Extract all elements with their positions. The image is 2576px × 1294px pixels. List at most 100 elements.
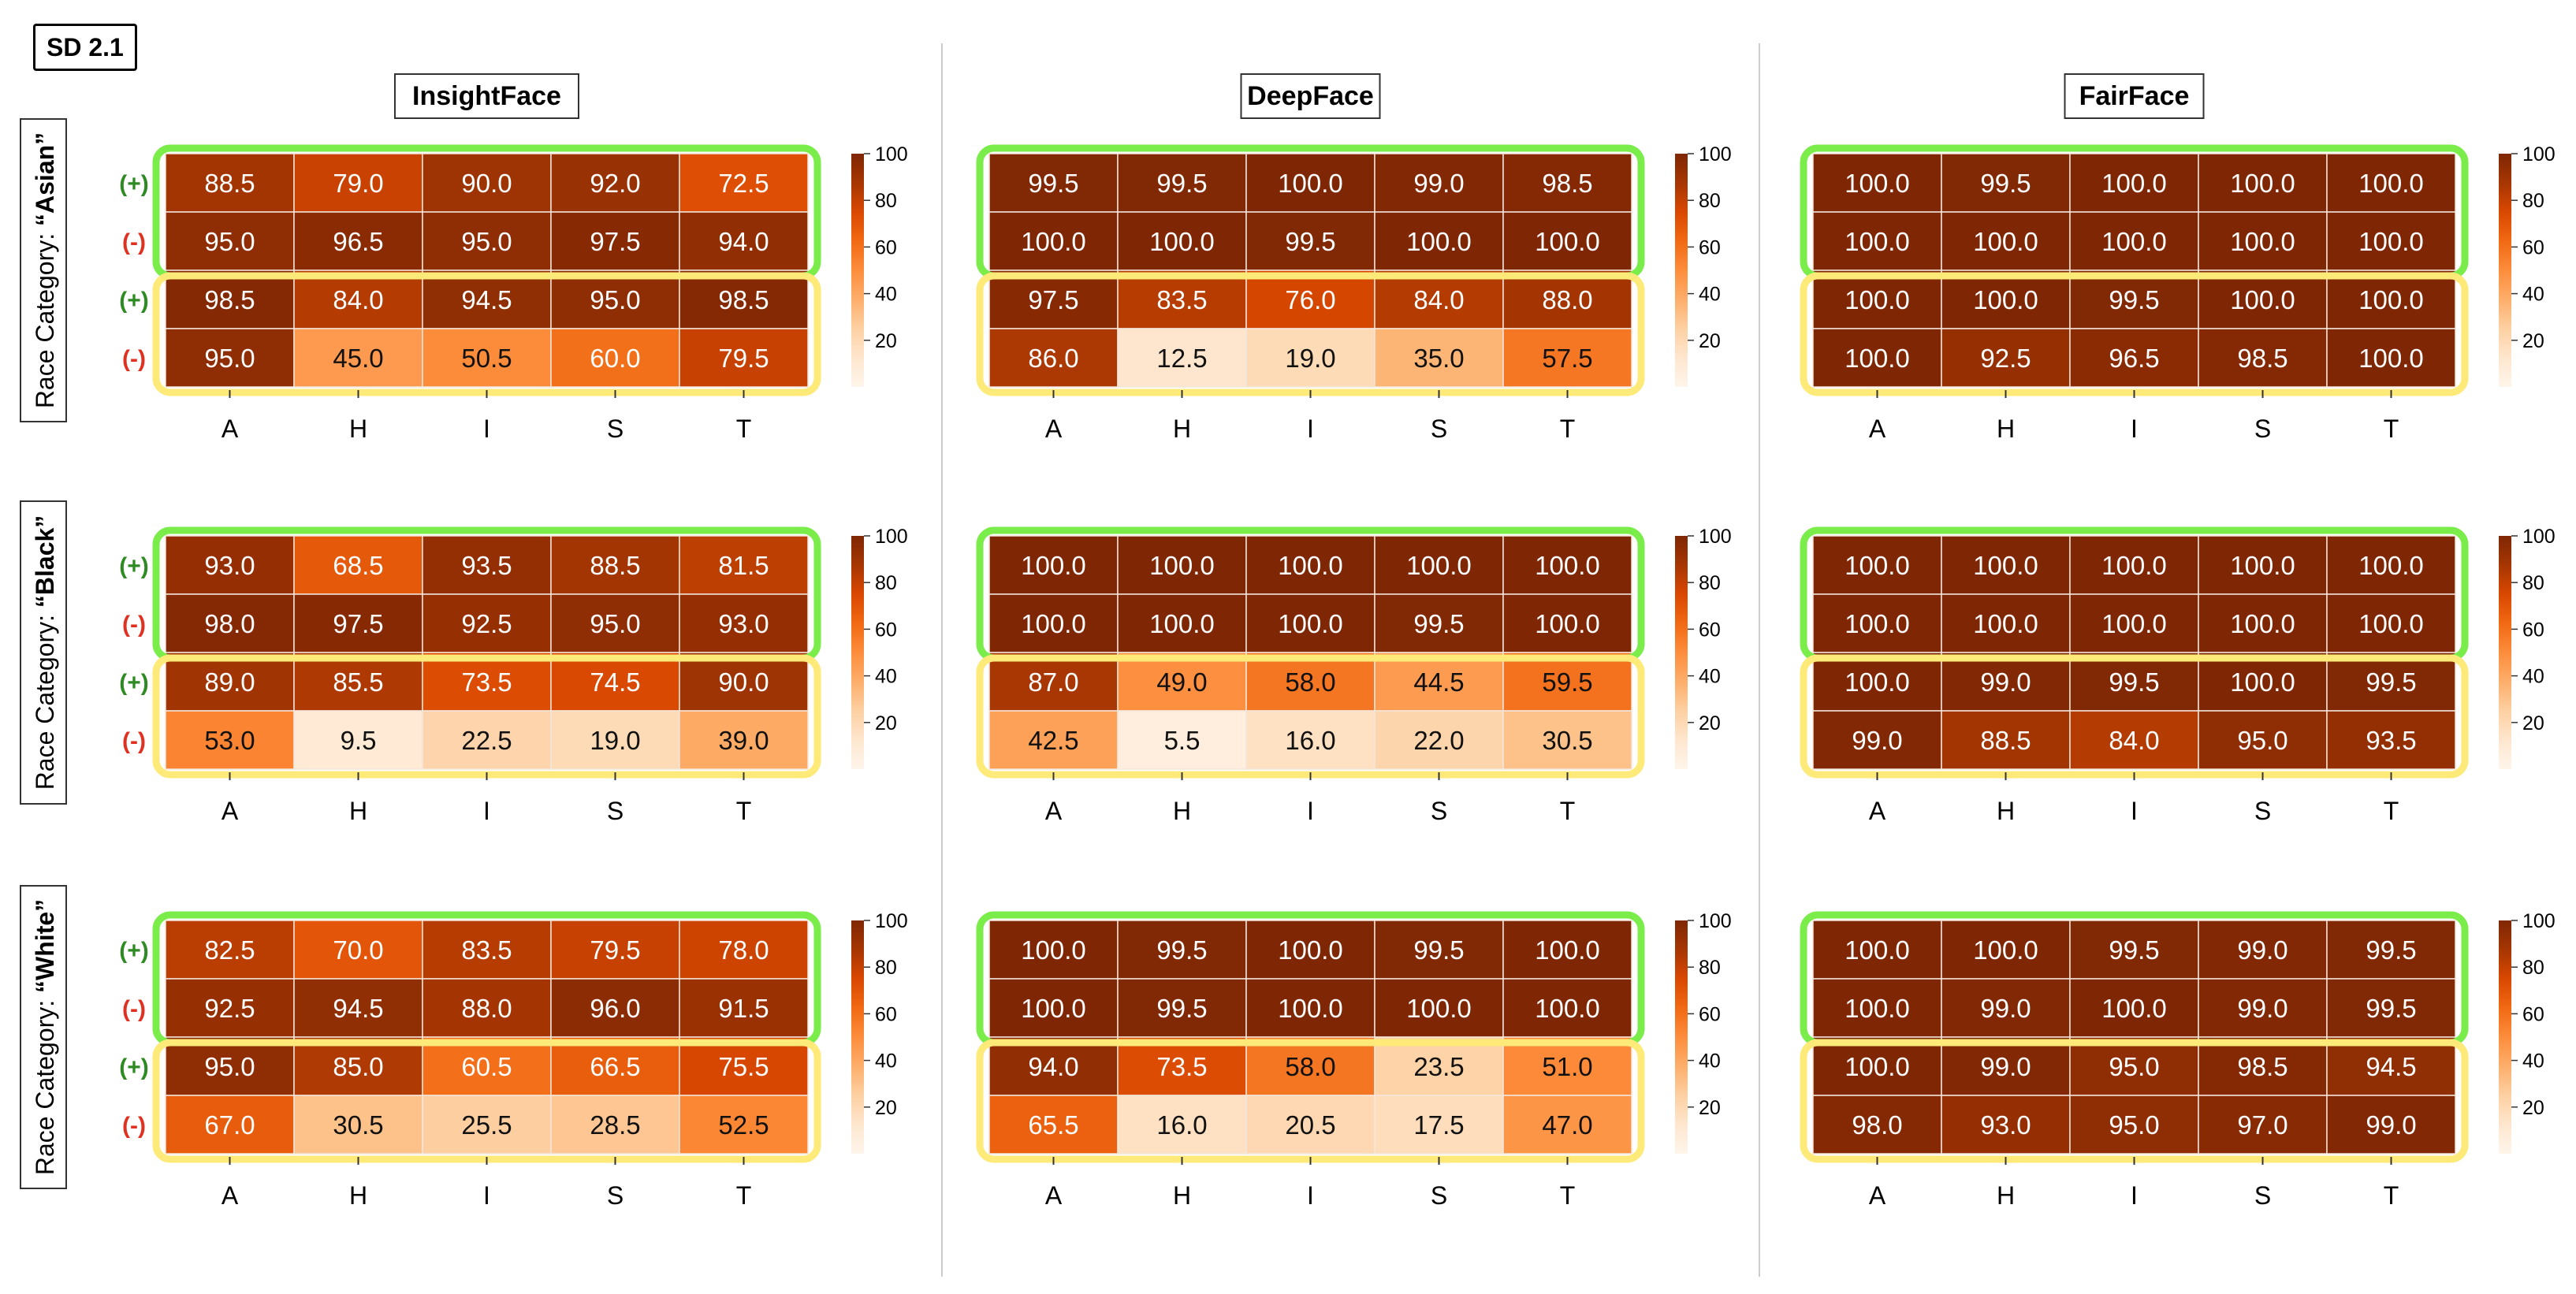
cell-value-label: 100.0 xyxy=(2358,344,2424,373)
heatmap-panel: 100.0 100.0 100.0 100.0 100.0 100.0 100.0 100.0… xyxy=(1800,526,2556,825)
cell-value-label: 93.0 xyxy=(718,609,769,638)
cell-value-label: 100.0 xyxy=(1406,551,1472,580)
row-label-text: Race Category: “Asian” xyxy=(31,132,59,408)
cell-value-label: 30.5 xyxy=(1542,726,1592,755)
cell-value-label: 100.0 xyxy=(1973,227,2038,256)
x-tick-label: I xyxy=(483,1181,490,1210)
heatmap-cell xyxy=(422,211,552,271)
cell-value-label: 90.0 xyxy=(461,169,512,198)
heatmap-cell xyxy=(1941,153,2071,213)
cell-value-label: 35.0 xyxy=(1413,344,1464,373)
cell-value-label: 99.5 xyxy=(1413,609,1464,638)
cell-value-label: 100.0 xyxy=(2230,169,2295,198)
x-tick-label: A xyxy=(1869,1181,1886,1210)
colorbar-tick-label: 40 xyxy=(875,284,897,306)
heatmap-cell xyxy=(1374,328,1504,388)
heatmap-cell xyxy=(165,328,295,388)
cell-value-label: 79.5 xyxy=(590,935,640,965)
colorbar-tick-label: 60 xyxy=(1699,236,1721,258)
cell-value-label: 99.5 xyxy=(1156,169,1207,198)
heatmap-cell xyxy=(550,920,680,980)
heatmap-cell xyxy=(1812,153,1942,213)
heatmap-cell xyxy=(679,710,809,770)
heatmap-cell xyxy=(2069,920,2199,980)
x-tick-label: H xyxy=(1997,797,2015,825)
heatmap-cell xyxy=(422,978,552,1038)
heatmap-cell xyxy=(165,1095,295,1155)
cell-value-label: 9.5 xyxy=(341,726,377,755)
heatmap-cell xyxy=(165,593,295,653)
colorbar-tick-label: 60 xyxy=(1699,619,1721,641)
cell-value-label: 89.0 xyxy=(204,667,255,697)
heatmap-cell xyxy=(550,710,680,770)
colorbar xyxy=(1675,154,1688,387)
cell-value-label: 100.0 xyxy=(1021,551,1086,580)
x-tick-label: S xyxy=(2254,797,2271,825)
heatmap-panel: 100.0 100.0 100.0 100.0 100.0 100.0 100.0 100.0… xyxy=(976,526,1732,825)
colorbar-tick-label: 40 xyxy=(2522,666,2544,688)
cell-value-label: 100.0 xyxy=(1973,609,2038,638)
cell-value-label: 67.0 xyxy=(204,1110,255,1140)
heatmap-cell xyxy=(1245,153,1375,213)
colorbar-tick-label: 20 xyxy=(2522,1097,2544,1119)
cell-value-label: 99.5 xyxy=(2366,935,2416,965)
cell-value-label: 100.0 xyxy=(2358,227,2424,256)
heatmap-cell xyxy=(1245,652,1375,712)
row-label: Race Category: “White” xyxy=(20,885,67,1189)
heatmap-cell xyxy=(1245,978,1375,1038)
heatmap-panel: 100.0 99.5 100.0 100.0 100.0 100.0 100.0 100.0 1… xyxy=(1800,143,2556,443)
heatmap-cell xyxy=(1374,1095,1504,1155)
heatmap-cell xyxy=(988,652,1119,712)
x-tick-label: T xyxy=(2384,1181,2399,1210)
cell-value-label: 99.5 xyxy=(1156,994,1207,1023)
cell-value-label: 99.0 xyxy=(1980,667,2031,697)
colorbar xyxy=(1675,920,1688,1154)
cell-value-label: 100.0 xyxy=(1535,609,1600,638)
heatmap-cell xyxy=(1117,211,1247,271)
cell-value-label: 49.0 xyxy=(1156,667,1207,697)
cell-value-label: 95.0 xyxy=(2237,726,2288,755)
cell-value-label: 19.0 xyxy=(1285,344,1335,373)
cell-value-label: 93.0 xyxy=(204,551,255,580)
x-tick-label: I xyxy=(1307,415,1314,443)
colorbar-tick-label: 100 xyxy=(2522,526,2556,548)
cell-value-label: 100.0 xyxy=(2101,994,2167,1023)
cell-value-label: 98.0 xyxy=(204,609,255,638)
colorbar-tick-label: 60 xyxy=(2522,1003,2544,1025)
cell-value-label: 79.5 xyxy=(718,344,769,373)
sign-label: (+) xyxy=(119,171,149,197)
cell-value-label: 47.0 xyxy=(1542,1110,1592,1140)
cell-value-label: 92.0 xyxy=(590,169,640,198)
cell-value-label: 100.0 xyxy=(2101,169,2167,198)
cell-value-label: 100.0 xyxy=(1278,994,1343,1023)
heatmap-cell xyxy=(2198,270,2328,329)
heatmap-cell xyxy=(1502,920,1632,980)
cell-value-label: 99.0 xyxy=(1980,994,2031,1023)
cell-value-label: 92.5 xyxy=(204,994,255,1023)
x-tick-label: T xyxy=(1560,1181,1576,1210)
cell-value-label: 5.5 xyxy=(1164,726,1201,755)
colorbar-tick-label: 20 xyxy=(875,1097,897,1119)
cell-value-label: 100.0 xyxy=(1845,1052,1910,1081)
cell-value-label: 99.5 xyxy=(2109,285,2159,314)
colorbar xyxy=(1675,536,1688,769)
heatmap-cell xyxy=(2326,978,2456,1038)
heatmap-cell xyxy=(2198,593,2328,653)
colorbar-tick-label: 60 xyxy=(875,619,897,641)
heatmap-cell xyxy=(1374,211,1504,271)
x-tick-label: I xyxy=(2131,415,2138,443)
cell-value-label: 99.5 xyxy=(1413,935,1464,965)
colorbar-tick-label: 80 xyxy=(1699,572,1721,594)
colorbar-tick-label: 40 xyxy=(1699,284,1721,306)
cell-value-label: 30.5 xyxy=(333,1110,383,1140)
cell-value-label: 97.0 xyxy=(2237,1110,2288,1140)
heatmap-cell xyxy=(422,710,552,770)
row-label: Race Category: “Black” xyxy=(20,500,67,805)
colorbar-tick-label: 20 xyxy=(1699,330,1721,352)
colorbar-tick-label: 100 xyxy=(1699,526,1732,548)
cell-value-label: 100.0 xyxy=(1845,609,1910,638)
heatmap-cell xyxy=(2069,593,2199,653)
cell-value-label: 44.5 xyxy=(1413,667,1464,697)
colorbar xyxy=(851,920,864,1154)
